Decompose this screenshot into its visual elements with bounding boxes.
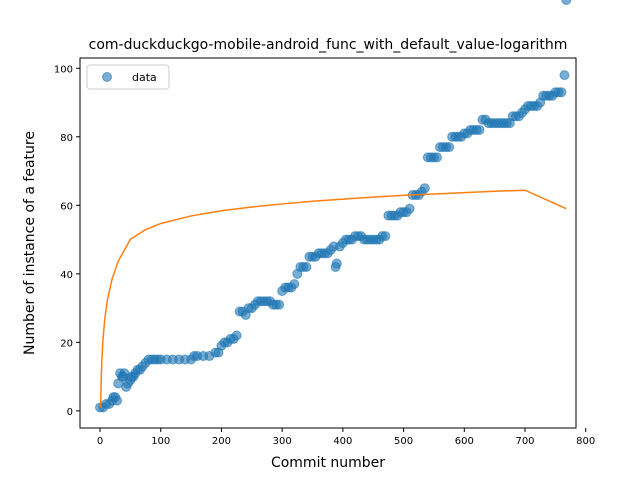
data-point bbox=[444, 142, 455, 153]
data-point bbox=[331, 258, 342, 269]
data-point bbox=[112, 395, 123, 406]
data-point bbox=[274, 299, 285, 310]
data-point bbox=[474, 124, 485, 135]
legend: data bbox=[86, 64, 170, 90]
data-point bbox=[404, 203, 415, 214]
x-tick-label: 700 bbox=[515, 436, 534, 447]
y-tick-label: 80 bbox=[60, 133, 73, 144]
axes-frame bbox=[79, 57, 577, 429]
data-point bbox=[231, 330, 242, 341]
x-axis: 0 100 200 300 400 500 600 700 800 bbox=[97, 428, 595, 447]
legend-box bbox=[86, 64, 170, 90]
legend-marker-data bbox=[102, 72, 112, 82]
legend-label-data: data bbox=[132, 71, 157, 84]
data-point bbox=[380, 231, 391, 242]
x-tick-label: 200 bbox=[212, 436, 231, 447]
x-axis-label: Commit number bbox=[271, 455, 385, 471]
x-tick-label: 100 bbox=[151, 436, 170, 447]
x-tick-label: 400 bbox=[333, 436, 352, 447]
x-tick-label: 800 bbox=[576, 436, 595, 447]
y-tick-label: 0 bbox=[67, 407, 73, 418]
fit-line bbox=[99, 189, 567, 408]
data-point bbox=[559, 70, 570, 81]
data-point bbox=[561, 0, 572, 5]
y-tick-label: 60 bbox=[60, 201, 73, 212]
y-axis-label: Number of instance of a feature bbox=[22, 131, 38, 355]
y-axis: 0 20 40 60 80 100 bbox=[54, 64, 80, 418]
data-point bbox=[289, 279, 300, 290]
data-point bbox=[431, 152, 442, 163]
data-point bbox=[301, 261, 312, 272]
data-point bbox=[556, 87, 567, 98]
y-tick-label: 20 bbox=[60, 338, 73, 349]
y-tick-label: 40 bbox=[60, 270, 73, 281]
y-tick-label: 100 bbox=[54, 64, 73, 75]
x-tick-label: 600 bbox=[455, 436, 474, 447]
x-tick-label: 300 bbox=[273, 436, 292, 447]
chart-title: com-duckduckgo-mobile-android_func_with_… bbox=[89, 37, 568, 53]
data-point bbox=[419, 183, 430, 194]
x-tick-label: 500 bbox=[394, 436, 413, 447]
plot-area bbox=[95, 0, 572, 413]
x-tick-label: 0 bbox=[97, 436, 103, 447]
